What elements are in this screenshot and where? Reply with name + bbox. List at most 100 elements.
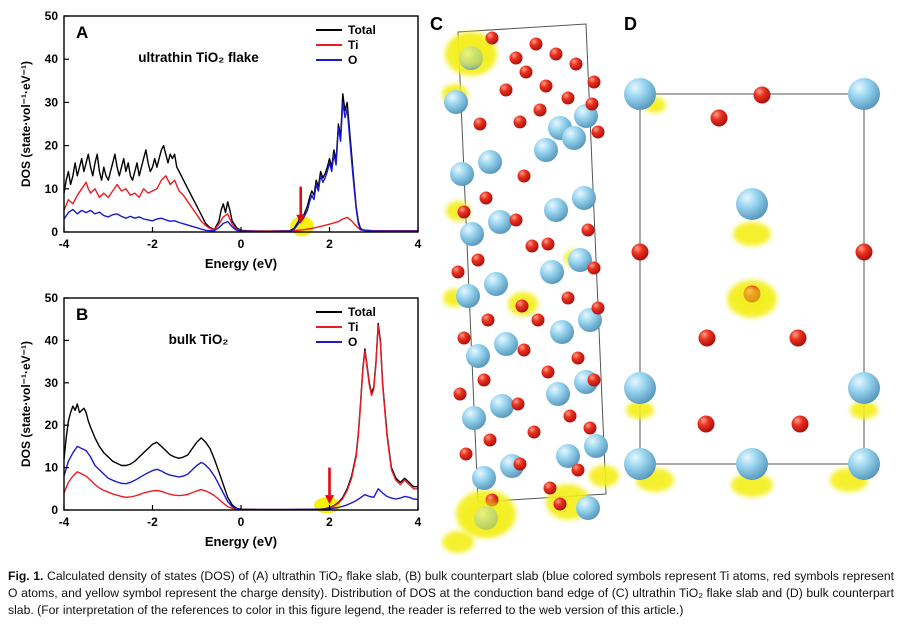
- panel-label: D: [624, 14, 637, 34]
- chart-title: ultrathin TiO₂ flake: [138, 50, 259, 65]
- ti-atom: [494, 332, 518, 356]
- plot-frame: [63, 297, 419, 511]
- x-tick-label: -4: [59, 515, 70, 529]
- charge-density-blob: [733, 222, 771, 246]
- o-atom: [561, 91, 575, 105]
- x-tick-label: 0: [238, 515, 245, 529]
- o-atom: [571, 463, 585, 477]
- charge-density-blob: [626, 401, 654, 419]
- charge-density-blob: [850, 401, 878, 419]
- y-tick-label: 30: [45, 95, 59, 109]
- o-atom: [697, 415, 715, 433]
- series-line-total: [63, 322, 418, 511]
- o-atom: [515, 299, 529, 313]
- y-tick-label: 50: [45, 9, 59, 23]
- o-atom: [533, 103, 547, 117]
- o-atom: [459, 447, 473, 461]
- charge-density-blob: [442, 531, 474, 553]
- x-tick-label: -2: [147, 237, 158, 251]
- ti-atom: [456, 284, 480, 308]
- ti-atom: [562, 126, 586, 150]
- series-line-ti: [63, 175, 418, 232]
- ti-atom: [736, 448, 768, 480]
- structure-panel-flake: C: [430, 14, 619, 553]
- ti-atom: [544, 198, 568, 222]
- legend-label-o: O: [348, 53, 357, 67]
- o-atom: [483, 433, 497, 447]
- o-atom: [581, 223, 595, 237]
- ti-atom: [550, 320, 574, 344]
- structure-panel-bulk: D: [624, 14, 880, 497]
- ti-atom: [568, 248, 592, 272]
- o-atom: [517, 343, 531, 357]
- ti-atom: [572, 186, 596, 210]
- ti-atom: [450, 162, 474, 186]
- cell-outline: [639, 93, 865, 465]
- y-tick-label: 20: [45, 139, 59, 153]
- o-atom: [499, 83, 513, 97]
- legend-label-ti: Ti: [348, 320, 358, 334]
- o-atom: [527, 425, 541, 439]
- x-tick-label: 4: [415, 237, 422, 251]
- o-atom: [698, 329, 716, 347]
- charge-density-blob-front: [451, 36, 491, 68]
- o-atom: [569, 57, 583, 71]
- y-tick-label: 40: [45, 333, 59, 347]
- y-tick-label: 10: [45, 182, 59, 196]
- cell-outline: [457, 23, 607, 503]
- ti-atom: [478, 150, 502, 174]
- o-atom: [539, 79, 553, 93]
- o-atom: [710, 109, 728, 127]
- legend-label-o: O: [348, 335, 357, 349]
- o-atom: [471, 253, 485, 267]
- o-atom: [485, 31, 499, 45]
- charge-density-blob-front: [735, 287, 769, 311]
- y-tick-label: 0: [51, 225, 58, 239]
- o-atom: [591, 125, 605, 139]
- ti-atom: [484, 272, 508, 296]
- o-atom: [519, 65, 533, 79]
- ti-atom: [848, 448, 880, 480]
- ti-atom: [462, 406, 486, 430]
- ti-atom: [576, 496, 600, 520]
- o-atom: [457, 331, 471, 345]
- charge-density-blob: [731, 473, 773, 497]
- panel-label: B: [76, 305, 88, 324]
- o-atom: [571, 351, 585, 365]
- o-atom: [549, 47, 563, 61]
- ti-atom: [472, 466, 496, 490]
- ti-atom: [736, 188, 768, 220]
- ti-atom: [624, 372, 656, 404]
- o-atom: [509, 51, 523, 65]
- figure-caption: Fig. 1. Calculated density of states (DO…: [8, 568, 894, 619]
- panel-label: C: [430, 14, 443, 34]
- series-line-o: [63, 445, 419, 511]
- o-atom: [509, 213, 523, 227]
- x-axis-title: Energy (eV): [205, 256, 277, 271]
- o-atom: [477, 373, 491, 387]
- series-line-o: [63, 101, 418, 233]
- caption-label: Fig. 1.: [8, 569, 44, 583]
- x-tick-label: 2: [326, 515, 333, 529]
- ti-atom: [624, 448, 656, 480]
- o-atom: [453, 387, 467, 401]
- x-tick-label: 4: [415, 515, 422, 529]
- ti-atom: [490, 394, 514, 418]
- o-atom: [561, 291, 575, 305]
- x-axis-title: Energy (eV): [205, 534, 277, 549]
- o-atom: [791, 415, 809, 433]
- ti-atom: [848, 78, 880, 110]
- y-tick-label: 50: [45, 291, 59, 305]
- o-atom: [587, 75, 601, 89]
- ti-atom: [624, 78, 656, 110]
- o-atom: [531, 313, 545, 327]
- series-line-total: [63, 93, 418, 232]
- charge-density-blob: [589, 465, 619, 487]
- legend-label-total: Total: [348, 23, 376, 37]
- x-tick-label: 0: [238, 237, 245, 251]
- o-atom: [541, 365, 555, 379]
- o-atom: [789, 329, 807, 347]
- ti-atom: [546, 382, 570, 406]
